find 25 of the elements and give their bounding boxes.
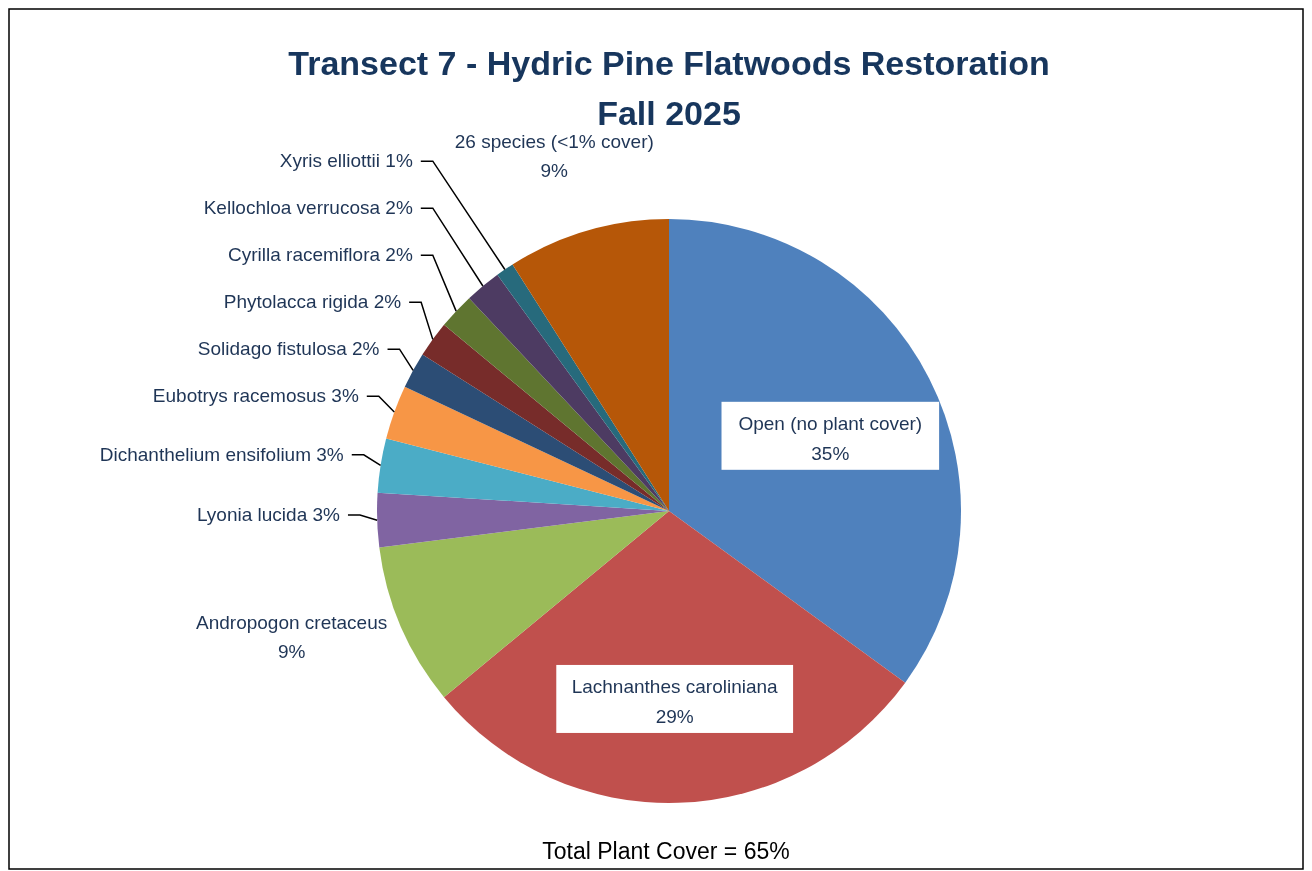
text: Total Plant Cover = 65%	[542, 838, 790, 864]
slice-label: Phytolacca rigida 2%	[223, 291, 402, 313]
data-label: 9%	[540, 159, 569, 181]
slice-label: Eubotrys racemosus 3%	[152, 385, 359, 407]
slice-label: Open (no plant cover)	[738, 412, 923, 434]
pie-slice	[497, 264, 669, 511]
slice-label: Lachnanthes caroliniana	[571, 675, 779, 697]
data-label: 9%	[277, 640, 306, 662]
slice-label: Dichanthelium ensifolium 3%	[99, 443, 344, 465]
slice-label: 26 species (<1% cover)	[454, 130, 654, 152]
slice-label: Andropogon cretaceus	[196, 611, 388, 633]
pie-slice	[377, 438, 669, 511]
slice-label: Lyonia lucida 3%	[197, 504, 341, 526]
pie-slice	[422, 324, 669, 511]
data-label: 35%	[811, 442, 850, 464]
pie-slice	[404, 354, 669, 511]
pie-slice	[386, 386, 669, 511]
slice-label: Kellochloa verrucosa 2%	[203, 197, 413, 219]
slice-label: Cyrilla racemiflora 2%	[228, 244, 413, 266]
slice-label: Xyris elliottii 1%	[279, 150, 413, 172]
slice-label: Solidago fistulosa 2%	[197, 338, 380, 360]
chart-title: Transect 7 - Hydric Pine Flatwoods Restoration Fall 2025	[288, 44, 1050, 132]
pie-slice	[512, 219, 669, 511]
data-label: 29%	[655, 705, 694, 727]
pie-slice	[444, 298, 669, 511]
